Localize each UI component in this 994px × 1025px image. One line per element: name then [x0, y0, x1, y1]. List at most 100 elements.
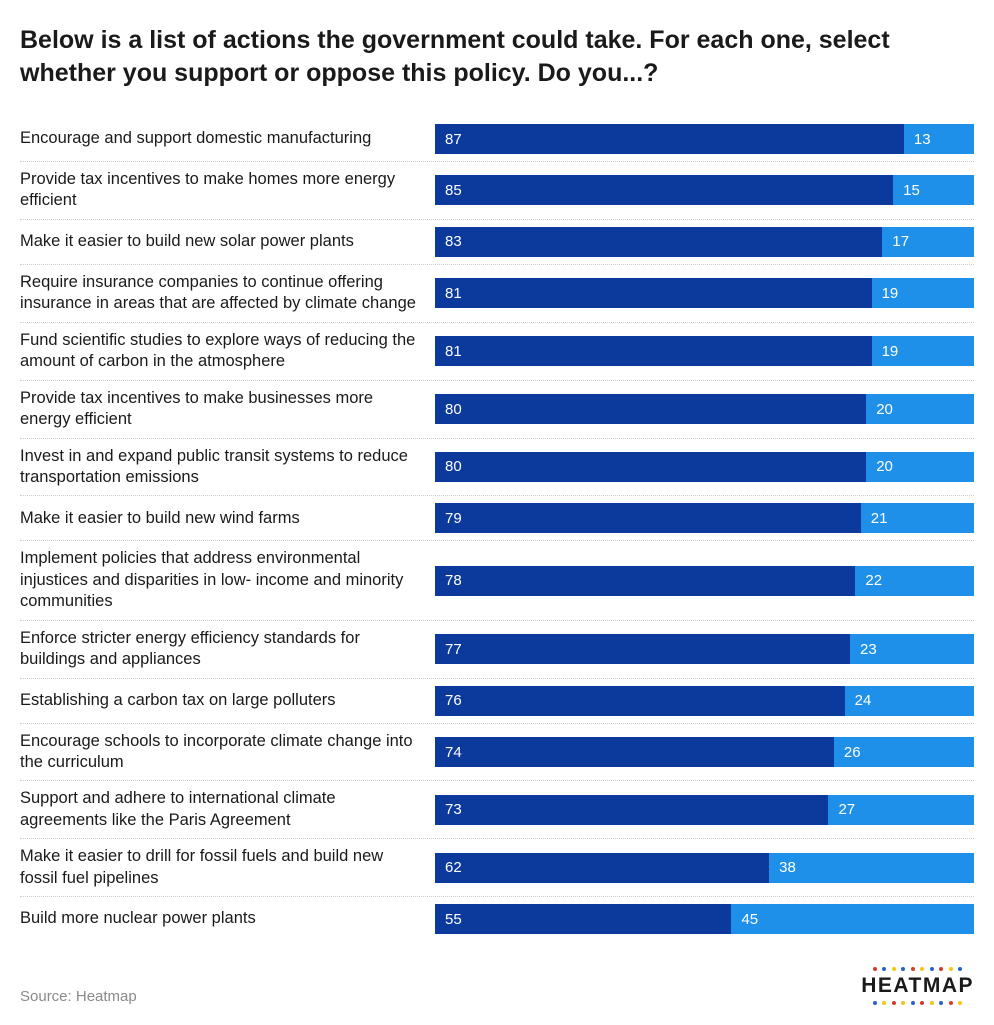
bar-segment-support: 76 — [435, 686, 845, 716]
stacked-bar: 8713 — [435, 124, 974, 154]
chart-row: Implement policies that address environm… — [20, 541, 974, 620]
bar-segment-oppose: 19 — [872, 336, 974, 366]
chart-row: Invest in and expand public transit syst… — [20, 439, 974, 497]
logo-dot — [930, 1001, 934, 1005]
bar-segment-oppose: 22 — [855, 566, 974, 596]
row-label: Make it easier to build new solar power … — [20, 231, 435, 252]
bar-segment-oppose: 21 — [861, 503, 974, 533]
logo-dot — [939, 967, 943, 971]
bar-segment-support: 85 — [435, 175, 893, 205]
chart-row: Fund scientific studies to explore ways … — [20, 323, 974, 381]
chart-title: Below is a list of actions the governmen… — [20, 24, 974, 89]
chart-footer: Source: Heatmap HEATMAP — [20, 967, 974, 1005]
row-label: Encourage schools to incorporate climate… — [20, 731, 435, 774]
bar-segment-support: 81 — [435, 278, 872, 308]
stacked-bar: 8020 — [435, 394, 974, 424]
bar-segment-oppose: 17 — [882, 227, 974, 257]
row-label: Invest in and expand public transit syst… — [20, 446, 435, 489]
chart-row: Encourage and support domestic manufactu… — [20, 117, 974, 162]
bar-segment-oppose: 24 — [845, 686, 974, 716]
stacked-bar: 6238 — [435, 853, 974, 883]
bar-segment-support: 80 — [435, 452, 866, 482]
bar-segment-support: 55 — [435, 904, 731, 934]
bar-segment-support: 87 — [435, 124, 904, 154]
chart-row: Provide tax incentives to make homes mor… — [20, 162, 974, 220]
logo-text: HEATMAP — [861, 974, 974, 998]
row-label: Enforce stricter energy efficiency stand… — [20, 628, 435, 671]
stacked-bar: 7624 — [435, 686, 974, 716]
row-label: Build more nuclear power plants — [20, 908, 435, 929]
row-label: Provide tax incentives to make businesse… — [20, 388, 435, 431]
bar-segment-oppose: 26 — [834, 737, 974, 767]
chart-row: Establishing a carbon tax on large pollu… — [20, 679, 974, 724]
logo-dots-row — [873, 1001, 963, 1005]
bar-segment-support: 78 — [435, 566, 855, 596]
bar-segment-support: 83 — [435, 227, 882, 257]
bar-segment-oppose: 20 — [866, 452, 974, 482]
row-label: Provide tax incentives to make homes mor… — [20, 169, 435, 212]
chart-row: Encourage schools to incorporate climate… — [20, 724, 974, 782]
source-label: Source: Heatmap — [20, 988, 137, 1005]
bar-segment-oppose: 19 — [872, 278, 974, 308]
chart-row: Enforce stricter energy efficiency stand… — [20, 621, 974, 679]
row-label: Encourage and support domestic manufactu… — [20, 128, 435, 149]
row-label: Implement policies that address environm… — [20, 548, 435, 612]
logo-dot — [920, 1001, 924, 1005]
logo-dot — [882, 967, 886, 971]
stacked-bar: 7426 — [435, 737, 974, 767]
logo-dot — [873, 1001, 877, 1005]
stacked-bar: 7921 — [435, 503, 974, 533]
bar-segment-oppose: 23 — [850, 634, 974, 664]
stacked-bar: 8119 — [435, 336, 974, 366]
bar-segment-support: 80 — [435, 394, 866, 424]
logo-dot — [911, 967, 915, 971]
bar-segment-oppose: 45 — [731, 904, 974, 934]
row-label: Require insurance companies to continue … — [20, 272, 435, 315]
bar-segment-oppose: 13 — [904, 124, 974, 154]
chart-row: Make it easier to build new wind farms79… — [20, 496, 974, 541]
bar-segment-oppose: 20 — [866, 394, 974, 424]
row-label: Make it easier to drill for fossil fuels… — [20, 846, 435, 889]
chart-rows: Encourage and support domestic manufactu… — [20, 117, 974, 941]
stacked-bar: 7327 — [435, 795, 974, 825]
bar-segment-support: 73 — [435, 795, 828, 825]
heatmap-logo: HEATMAP — [861, 967, 974, 1005]
logo-dot — [958, 967, 962, 971]
row-label: Support and adhere to international clim… — [20, 788, 435, 831]
logo-dot — [901, 967, 905, 971]
logo-dot — [939, 1001, 943, 1005]
bar-segment-oppose: 27 — [828, 795, 974, 825]
bar-segment-support: 62 — [435, 853, 769, 883]
stacked-bar: 8515 — [435, 175, 974, 205]
row-label: Fund scientific studies to explore ways … — [20, 330, 435, 373]
logo-dot — [911, 1001, 915, 1005]
logo-dot — [949, 1001, 953, 1005]
logo-dot — [892, 1001, 896, 1005]
bar-segment-oppose: 38 — [769, 853, 974, 883]
chart-row: Build more nuclear power plants5545 — [20, 897, 974, 941]
logo-dot — [882, 1001, 886, 1005]
logo-dot — [920, 967, 924, 971]
bar-segment-support: 74 — [435, 737, 834, 767]
chart-row: Make it easier to drill for fossil fuels… — [20, 839, 974, 897]
chart-row: Make it easier to build new solar power … — [20, 220, 974, 265]
stacked-bar: 8020 — [435, 452, 974, 482]
row-label: Make it easier to build new wind farms — [20, 508, 435, 529]
stacked-bar: 8119 — [435, 278, 974, 308]
chart-row: Require insurance companies to continue … — [20, 265, 974, 323]
row-label: Establishing a carbon tax on large pollu… — [20, 690, 435, 711]
stacked-bar: 5545 — [435, 904, 974, 934]
logo-dot — [873, 967, 877, 971]
logo-dot — [958, 1001, 962, 1005]
logo-dot — [930, 967, 934, 971]
bar-segment-support: 77 — [435, 634, 850, 664]
stacked-bar: 7723 — [435, 634, 974, 664]
bar-segment-support: 81 — [435, 336, 872, 366]
logo-dots-row — [873, 967, 963, 971]
bar-segment-support: 79 — [435, 503, 861, 533]
stacked-bar: 7822 — [435, 566, 974, 596]
chart-row: Support and adhere to international clim… — [20, 781, 974, 839]
chart-row: Provide tax incentives to make businesse… — [20, 381, 974, 439]
logo-dot — [949, 967, 953, 971]
stacked-bar: 8317 — [435, 227, 974, 257]
